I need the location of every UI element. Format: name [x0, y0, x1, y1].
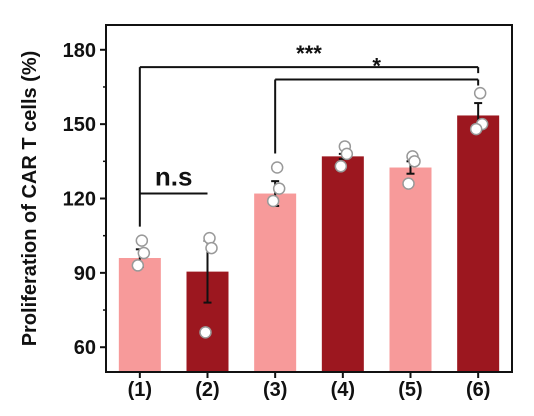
x-tick-label: (6)	[466, 379, 490, 401]
data-point	[408, 155, 421, 168]
data-point	[203, 231, 216, 245]
y-axis-title: Proliferation of CAR T cells (%)	[19, 51, 41, 347]
x-tick-label: (1)	[128, 379, 152, 401]
data-point	[402, 177, 415, 190]
x-tick-label: (3)	[263, 379, 287, 401]
data-point	[270, 161, 284, 174]
data-points-layer	[131, 86, 489, 339]
data-point	[266, 194, 280, 208]
significance-label: *	[372, 54, 381, 79]
x-tick-label: (5)	[398, 379, 422, 401]
data-point	[137, 246, 151, 260]
bar	[389, 167, 432, 372]
plot-frame	[105, 24, 513, 373]
y-tick-label: 180	[63, 40, 96, 62]
data-point	[131, 259, 145, 272]
y-tick-label: 120	[63, 189, 96, 211]
y-tick-label: 60	[74, 337, 96, 359]
data-point	[469, 122, 483, 136]
x-tick-label: (2)	[195, 379, 219, 401]
bar	[118, 257, 161, 372]
bar	[254, 193, 297, 372]
data-point	[205, 241, 218, 255]
significance-layer: n.s*** *	[138, 41, 480, 227]
x-tick-label: (4)	[331, 379, 355, 401]
data-point	[199, 326, 212, 339]
y-tick-label: 90	[74, 263, 96, 285]
significance-label: n.s	[155, 162, 193, 192]
data-point	[272, 182, 286, 195]
significance-label: ***	[296, 41, 322, 66]
y-tick-label: 150	[63, 114, 96, 136]
data-point	[135, 234, 149, 247]
bar	[457, 115, 500, 372]
bar	[321, 156, 364, 372]
data-point	[334, 160, 348, 173]
data-point	[473, 86, 487, 100]
axis-layer: (1) (2) (3) (4) (5) (6) 60 90 120 150 180	[63, 40, 491, 401]
data-point	[340, 147, 354, 161]
bars-layer	[118, 115, 500, 372]
